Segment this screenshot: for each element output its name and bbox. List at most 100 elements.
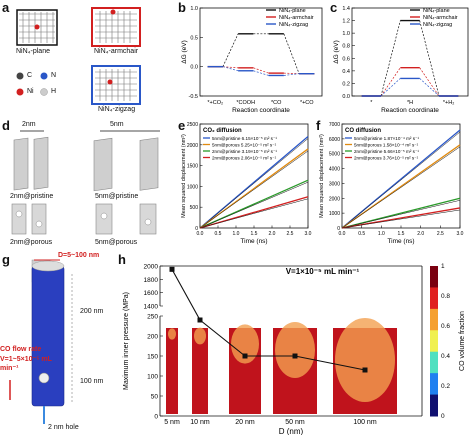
panel-label-b: b [178,0,186,15]
y-tick-label: 50 [151,394,159,401]
msd-line [341,129,461,229]
armchair-ni-atom [110,9,116,15]
channel-5nm-porous [95,203,157,235]
energy-connector [283,73,300,76]
caption-5nm-porous: 5nm@porous [95,239,138,246]
x-axis-label: D (nm) [279,427,304,435]
y-tick-label: 0.8 [342,44,350,50]
bubble-image [194,327,206,345]
msd-fit-line [341,209,461,229]
bubble-image [335,318,395,402]
structure-label-plane: NiN₄-plane [16,48,50,55]
panel-b: -0.5 0.0 0.5 1.0 ΔG (eV) Reaction coordinate *… [178,0,328,118]
energy-connector [380,20,401,97]
energy-connector [419,78,440,97]
y-tick-label: 2000 [329,196,340,202]
y-tick-label: 0.6 [342,56,350,62]
tube-top-ellipse [31,260,65,272]
chart-title: CO diffusion [345,128,381,134]
legend-label: 5nm@pristine 1.87×10⁻⁴ m² s⁻¹ [354,136,419,141]
colorbar-segment [430,266,438,288]
panel-label-e: e [178,118,186,133]
structure-label-armchair: NiN₄-armchair [94,48,139,55]
panel-a: NiN₄-plane NiN₄-armchair NiN₄-zigzag C N… [0,0,176,118]
y-axis-label: Mean squared displacement (nm²) [181,134,187,218]
y-axis-label: Mean squared displacement (nm²) [319,134,325,218]
panel-label-f: f [316,118,321,133]
x-tick-label: 0.5 [358,231,365,237]
msd-fit-line [341,146,461,229]
panel-label-d: d [2,118,10,133]
y-tick-label: 0 [337,226,340,232]
pressure-point [362,367,368,373]
x-tick-label: *+CO [300,100,314,106]
armchair-lattice [95,11,137,43]
channel-image [166,328,178,414]
msd-line [199,196,309,229]
pressure-point [169,266,175,272]
energy-connector [419,20,440,97]
msd-line [199,179,309,229]
x-tick-label: *CO [271,100,282,106]
y-axis-label: ΔG (eV) [181,40,188,63]
x-axis-label: Reaction coordinate [381,107,439,114]
panel-h: 0 50 100 150 200 250 1400 1600 1800 2000 Maximum i… [118,252,474,436]
energy-connector [380,78,401,97]
legend-label: 5nm@pristine 6.15×10⁻⁵ m² s⁻¹ [212,136,277,141]
x-tick-label: 100 nm [353,419,377,426]
legend-label: 2nm@pristine 3.19×10⁻⁵ m² s⁻¹ [212,149,277,154]
y-tick-label: 1500 [187,164,198,170]
channel-image [192,328,208,414]
colorbar-segment [430,394,438,417]
height-bottom-label: 100 nm [80,378,104,385]
y-tick-label: 2000 [187,143,198,149]
x-tick-label: 2.0 [269,231,276,237]
y-tick-label: 150 [147,354,158,361]
panel-c: 0.0 0.2 0.4 0.6 0.8 1.0 1.2 1.4 ΔG (eV) Reaction … [330,0,474,118]
x-tick-label: 0.0 [197,231,204,237]
x-tick-label: *H [407,100,413,106]
y-tick-label: 1.0 [342,31,350,37]
tube-body [31,265,65,407]
bubble-image [168,328,176,340]
panel-g: D=5~100 nm 200 nm 100 nm CO flow rate V=… [0,252,118,435]
legend-label: 2nm@pristine 5.66×10⁻⁵ m² s⁻¹ [354,149,419,154]
label-5nm: 5nm [110,121,124,128]
colorbar-segment [430,373,438,396]
y-tick-label: 250 [147,314,158,321]
panel-e: 0 500 1000 1500 2000 2500 0.0 0.5 1.0 1.5 2.0 2.5 3.… [178,118,314,252]
bubble-image [231,324,259,364]
structure-label-zigzag: NiN₄-zigzag [98,106,136,113]
x-tick-label: *+CO₂ [207,100,223,106]
msd-fit-line [341,131,461,229]
x-tick-label: 1.0 [378,231,385,237]
y-axis-label: ΔG (eV) [333,40,340,63]
legend-label: NiN₄-plane [423,8,450,14]
bubble-image [275,322,315,378]
legend-ni-atom [16,88,24,96]
x-tick-label: *+H₂ [443,100,454,106]
y-tick-label: 0.5 [190,35,198,41]
legend-h-label: H [51,88,57,95]
x-tick-label: 1.5 [251,231,258,237]
caption-5nm-pristine: 5nm@pristine [95,193,139,200]
y-tick-label: 200 [147,334,158,341]
y-tick-label: 0.4 [342,69,350,75]
x-tick-label: 3.0 [457,231,464,237]
co-bubble [38,372,50,384]
energy-connector [380,67,401,97]
x-axis-label: Time (ns) [387,238,414,245]
energy-connector [419,67,440,97]
legend-label: 2nm@porous 3.76×10⁻⁵ m² s⁻¹ [354,155,419,160]
msd-line [341,197,461,229]
panel-e-chart: 0 500 1000 1500 2000 2500 0.0 0.5 1.0 1.5 2.0 2.5 3.… [181,122,312,245]
panel-f-chart: 0 1000 2000 3000 4000 5000 6000 7000 0.0 0.5 1.0 1.… [319,122,464,245]
y-tick-label: 2500 [187,122,198,128]
panel-d-channels [11,130,160,235]
y-tick-label: 1000 [187,184,198,190]
y-tick-label: 1800 [144,277,159,284]
plot-frame [351,7,469,97]
msd-line [199,148,309,229]
y-tick-label: 1600 [144,290,159,297]
caption-2nm-pristine: 2nm@pristine [10,193,54,200]
